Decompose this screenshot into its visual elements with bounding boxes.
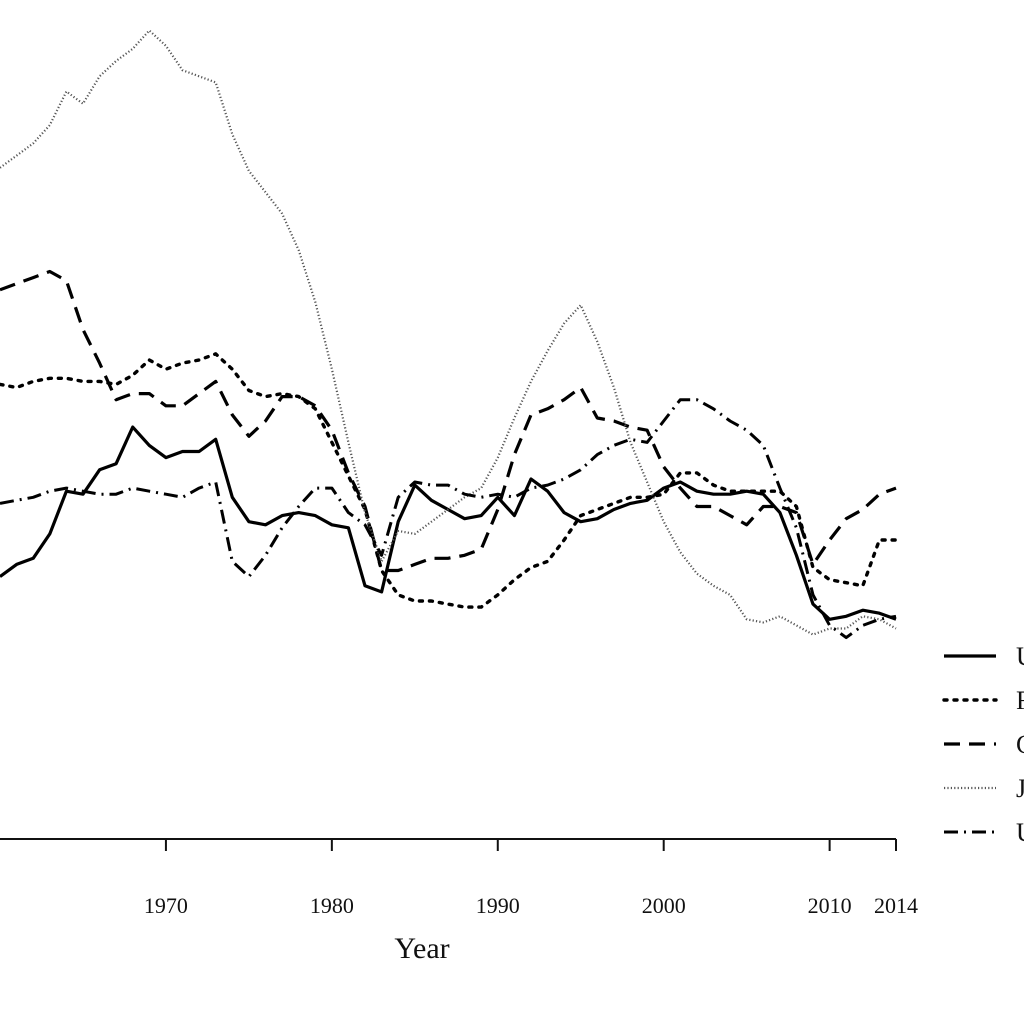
legend-label-5: U xyxy=(1016,818,1024,847)
x-tick-label-1980: 1980 xyxy=(310,893,354,918)
series-lines xyxy=(0,29,898,640)
x-tick-label-2000: 2000 xyxy=(642,893,686,918)
x-tick-label-1990: 1990 xyxy=(476,893,520,918)
legend: UFGJU xyxy=(942,642,1024,847)
series-line-4-j xyxy=(0,29,897,636)
x-tick-label-2014: 2014 xyxy=(874,893,918,918)
series-line-2-f xyxy=(0,352,898,609)
legend-label-3: G xyxy=(1016,730,1024,759)
x-tick-label-1970: 1970 xyxy=(144,893,188,918)
series-line-1-u xyxy=(0,425,897,621)
legend-label-4: J xyxy=(1016,774,1024,803)
legend-label-1: U xyxy=(1016,642,1024,671)
x-tick-label-2010: 2010 xyxy=(808,893,852,918)
series-line-3-g xyxy=(0,269,897,573)
x-axis-title: Year xyxy=(394,932,449,965)
legend-label-2: F xyxy=(1016,686,1024,715)
x-axis: 1970 1980 1990 2000 2010 2014 xyxy=(0,838,918,918)
series-line-5-u xyxy=(0,398,897,640)
